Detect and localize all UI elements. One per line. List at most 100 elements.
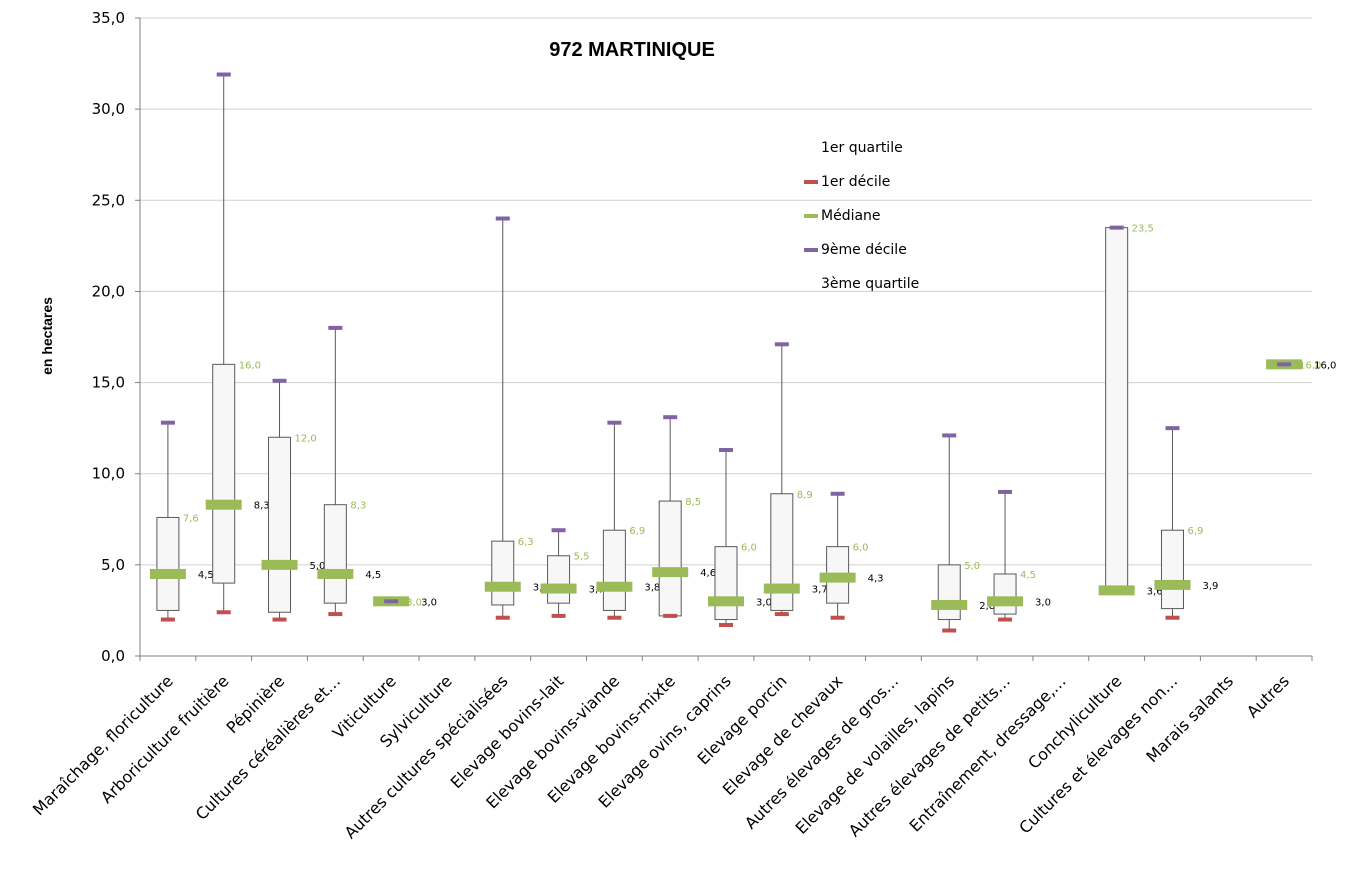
box-group: 5,53,7 [540, 528, 604, 618]
decile9-marker [663, 415, 678, 420]
median-data-label: 5,0 [310, 561, 326, 572]
q3-data-label: 5,5 [574, 552, 590, 563]
q3-data-label: 6,9 [1187, 526, 1203, 537]
q3-data-label: 8,9 [797, 490, 813, 501]
y-tick-label: 25,0 [92, 191, 125, 209]
median-data-label: 3,0 [756, 597, 772, 608]
box-q1-q3 [770, 493, 794, 611]
median-data-label: 3,9 [1202, 581, 1218, 592]
box-q1-q3 [1160, 529, 1184, 610]
median-marker [1098, 585, 1135, 596]
box-group: 6,0 4,3 [819, 491, 884, 620]
decile9-marker [774, 342, 789, 347]
decile1-marker [216, 610, 231, 615]
decile9-marker [1109, 225, 1124, 230]
box-group: 3,0 3,0 [373, 596, 437, 608]
decile1-marker [551, 613, 566, 618]
decile9-marker [830, 491, 845, 496]
q3-data-label: 6,9 [629, 526, 645, 537]
q3-data-label: 23,5 [1132, 224, 1154, 235]
q3-data-label: 6,0 [853, 543, 869, 554]
median-data-label: 2,8 [979, 601, 995, 612]
box-q1-q3 [491, 540, 515, 606]
legend-label-q1: 1er quartile [821, 140, 903, 156]
q3-data-label: 16,0 [239, 360, 261, 371]
q3-data-label: 3,0 [406, 597, 422, 608]
box-q1-q3 [156, 516, 180, 611]
median-data-label: 3,8 [644, 583, 660, 594]
q3-data-label: 8,3 [350, 501, 366, 512]
y-tick-label: 15,0 [92, 374, 125, 392]
chart-title: 972 MARTINIQUE [549, 39, 715, 61]
box-group: 4,5 3,0 [987, 489, 1051, 622]
decile9-marker [495, 216, 510, 221]
decile9-marker [160, 420, 175, 425]
decile9-marker [719, 448, 733, 453]
box-q1-q3 [547, 555, 571, 604]
box-q1-q3 [658, 500, 682, 617]
box-group: 7,6 4,5 [149, 420, 214, 622]
decile9-marker [384, 599, 399, 604]
decile1-marker [328, 612, 343, 617]
legend-label-q3: 3ème quartile [821, 276, 919, 292]
median-data-label: 3,0 [421, 597, 437, 608]
median-marker [708, 596, 744, 607]
q3-data-label: 12,0 [295, 433, 317, 444]
median-marker [819, 572, 856, 583]
box-group: 5,0 2,8 [931, 433, 995, 633]
legend-item-q3: 3ème quartile [821, 276, 919, 292]
median-marker [261, 559, 298, 570]
legend-item-q1: 1er quartile [821, 140, 903, 156]
legend-swatch-d1 [804, 180, 818, 184]
decile9-marker [1165, 426, 1180, 431]
decile1-marker [719, 623, 733, 628]
box-group: 6,9 3,9 [1154, 426, 1218, 620]
decile1-marker [774, 612, 789, 617]
median-marker [484, 581, 521, 592]
median-data-label: 8,3 [254, 501, 270, 512]
median-marker [763, 583, 800, 594]
decile1-marker [998, 617, 1013, 622]
decile9-marker [942, 433, 957, 438]
median-data-label: 3,7 [812, 585, 828, 596]
box-q1-q3 [212, 363, 236, 584]
y-tick-label: 30,0 [92, 100, 125, 118]
median-marker [987, 596, 1024, 607]
y-tick-label: 35,0 [92, 9, 125, 27]
box-group: 23,5 3,6 [1098, 224, 1163, 597]
legend-item-med: Médiane [804, 208, 881, 224]
legend-swatch-med [804, 214, 818, 218]
decile9-marker [607, 420, 622, 425]
decile9-marker [551, 528, 566, 533]
median-data-label: 16,0 [1314, 360, 1336, 371]
box-q1-q3 [268, 436, 292, 613]
legend: 1er quartile 1er décile Médiane 9ème décile… [804, 140, 919, 292]
median-marker [931, 599, 968, 610]
box-q1-q3 [323, 504, 347, 604]
decile1-marker [830, 615, 845, 620]
median-data-label: 4,3 [868, 574, 884, 585]
decile1-marker [607, 615, 622, 620]
legend-label-med: Médiane [821, 208, 881, 224]
decile9-marker [328, 325, 343, 330]
box-group: 8,9 3,7 [763, 342, 828, 617]
box-q1-q3 [714, 546, 738, 621]
decile1-marker [663, 613, 678, 618]
box-q1-q3 [993, 573, 1017, 615]
median-marker [1154, 579, 1191, 590]
median-marker [540, 583, 577, 594]
median-data-label: 3,6 [1147, 586, 1163, 597]
y-axis-title: en hectares [39, 297, 55, 375]
box-group: 6,33,8 [484, 216, 549, 620]
q3-data-label: 5,0 [964, 561, 980, 572]
q3-data-label: 16,0 [1299, 360, 1321, 371]
q3-data-label: 8,5 [685, 497, 701, 508]
x-tick-label: Autres [1243, 671, 1293, 721]
median-marker [596, 581, 633, 592]
box-q1-q3 [1105, 227, 1129, 591]
y-tick-label: 5,0 [101, 556, 125, 574]
box-series: 7,64,516,08,312,05,08,34,53,03,06,33,85,… [149, 72, 1336, 633]
median-marker [317, 568, 354, 579]
box-group: 8,5 4,6 [652, 415, 716, 618]
